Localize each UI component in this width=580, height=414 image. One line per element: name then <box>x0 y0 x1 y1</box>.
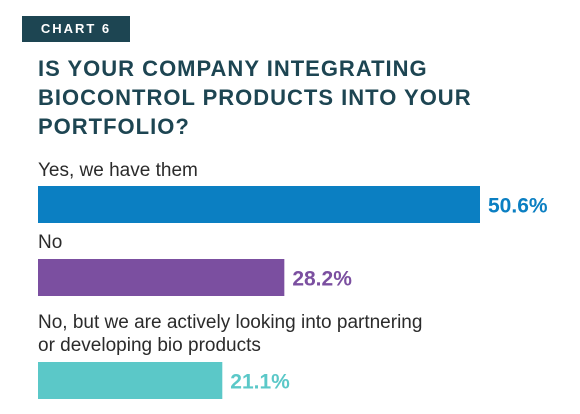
chart-title: IS YOUR COMPANY INTEGRATING BIOCONTROL P… <box>38 56 472 139</box>
bar <box>38 362 223 399</box>
value-label: 28.2% <box>292 268 352 291</box>
value-label: 50.6% <box>488 195 548 218</box>
value-label: 21.1% <box>230 371 290 394</box>
bar <box>38 259 285 296</box>
category-label: No <box>38 232 62 253</box>
category-label: No, but we are actively looking into par… <box>38 312 422 356</box>
chart-number-tag: CHART 6 <box>22 16 130 42</box>
category-label: Yes, we have them <box>38 160 198 181</box>
bar <box>38 186 480 223</box>
